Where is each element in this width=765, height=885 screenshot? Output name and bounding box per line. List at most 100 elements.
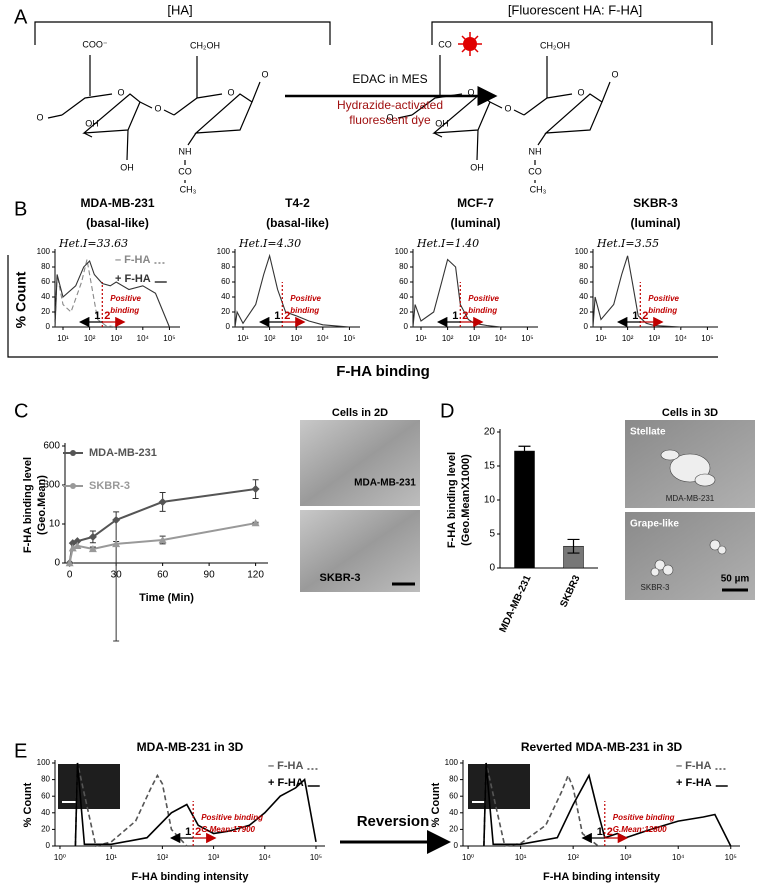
y-tick-label: 80 bbox=[41, 775, 50, 784]
x-tick-label: 10⁰ bbox=[462, 853, 474, 862]
y-tick-label: 60 bbox=[221, 277, 230, 286]
y-tick-label: 20 bbox=[484, 427, 496, 438]
x-tick-label: 10¹ bbox=[105, 853, 117, 862]
x-tick-label: 10³ bbox=[208, 853, 220, 862]
y-tick-label: 60 bbox=[41, 791, 50, 800]
panel-label: B bbox=[14, 198, 27, 220]
chart-subtitle: (luminal) bbox=[631, 216, 681, 230]
data-point bbox=[73, 537, 82, 546]
x-tick-label: 10⁴ bbox=[672, 853, 685, 862]
x-tick-label: 10⁵ bbox=[521, 334, 533, 343]
y-tick-label: 100 bbox=[445, 758, 459, 767]
atom-label: CH₃ bbox=[180, 184, 197, 194]
series-line bbox=[54, 259, 117, 328]
y-tick-label: 20 bbox=[449, 825, 458, 834]
y-tick-label: 20 bbox=[221, 307, 230, 316]
reaction-scheme bbox=[34, 21, 713, 183]
binding-label: binding bbox=[648, 306, 677, 315]
axis-label: F-HA binding bbox=[336, 363, 430, 380]
x-tick-label: 10² bbox=[622, 334, 634, 343]
y-tick-label: 0 bbox=[54, 558, 60, 569]
atom-label: CH₂OH bbox=[540, 40, 570, 50]
y-tick-label: 15 bbox=[484, 461, 496, 472]
y-tick-label: 600 bbox=[43, 441, 60, 452]
het-index: Het.I=3.55 bbox=[596, 237, 659, 250]
y-tick-label: 40 bbox=[41, 808, 50, 817]
atom-label: CH₂OH bbox=[190, 40, 220, 50]
chart-title: SKBR-3 bbox=[633, 196, 678, 210]
micrograph bbox=[300, 510, 420, 592]
error-bar bbox=[113, 511, 120, 642]
image-caption: Stellate bbox=[630, 427, 666, 438]
x-tick-label: 10⁵ bbox=[343, 334, 355, 343]
y-tick-label: 40 bbox=[449, 808, 458, 817]
series-line bbox=[483, 762, 732, 847]
atom-label: NH bbox=[179, 146, 192, 156]
gate-label: 2 bbox=[462, 310, 468, 322]
data-point bbox=[251, 485, 260, 494]
gate-label: 1 bbox=[632, 310, 638, 322]
y-tick-label: 40 bbox=[41, 292, 50, 301]
error-bar bbox=[567, 538, 580, 554]
gate-label: 2 bbox=[104, 310, 110, 322]
ha-structure bbox=[47, 55, 261, 183]
x-tick-label: 10⁴ bbox=[259, 853, 272, 862]
panel-label: C bbox=[14, 400, 28, 422]
atom-label: O bbox=[504, 103, 511, 113]
x-tick-label: 10² bbox=[157, 853, 169, 862]
y-tick-label: 0 bbox=[46, 322, 51, 331]
diagram-title: [HA] bbox=[167, 2, 192, 17]
x-tick-label: 10⁴ bbox=[495, 334, 508, 343]
x-tick-label: 10⁴ bbox=[675, 334, 688, 343]
dye-label: Hydrazide-activated bbox=[337, 98, 443, 112]
chart-title: MDA-MB-231 in 3D bbox=[137, 740, 244, 754]
y-tick-label: 60 bbox=[579, 277, 588, 286]
chart-subtitle: (basal-like) bbox=[266, 216, 329, 230]
legend-label: SKBR-3 bbox=[89, 480, 130, 492]
binding-label: Positive bbox=[648, 294, 679, 303]
bar bbox=[514, 450, 535, 569]
gate-label: 1 bbox=[597, 826, 603, 838]
binding-label: binding bbox=[110, 306, 139, 315]
x-tick-label: 10¹ bbox=[415, 334, 427, 343]
x-tick-label: 0 bbox=[67, 570, 73, 581]
image-caption: Cells in 2D bbox=[332, 407, 388, 419]
y-tick-label: 60 bbox=[41, 277, 50, 286]
y-tick-label: 100 bbox=[217, 247, 231, 256]
binding-label: Positive binding bbox=[613, 813, 675, 822]
image-caption: SKBR-3 bbox=[641, 583, 670, 592]
binding-label: Positive bbox=[110, 294, 141, 303]
panel-label: E bbox=[14, 740, 27, 762]
y-tick-label: 80 bbox=[579, 262, 588, 271]
image-caption: SKBR-3 bbox=[320, 572, 361, 584]
series-line bbox=[592, 255, 681, 328]
y-tick-label: 100 bbox=[575, 247, 589, 256]
panel-label: A bbox=[14, 6, 28, 28]
atom-label: COO⁻ bbox=[82, 39, 108, 49]
bracket bbox=[34, 21, 331, 45]
series-line bbox=[234, 253, 350, 328]
binding-label: binding bbox=[290, 306, 319, 315]
legend-label: – F-HA bbox=[268, 760, 304, 772]
atom-label: CH₃ bbox=[530, 184, 547, 194]
chart-title: T4-2 bbox=[285, 196, 310, 210]
x-tick-label: 10³ bbox=[110, 334, 122, 343]
atom-label: OH bbox=[435, 118, 449, 128]
series-line bbox=[74, 762, 188, 847]
legend-label: + F-HA bbox=[115, 273, 151, 285]
atom-label: O bbox=[611, 69, 618, 79]
image-caption: MDA-MB-231 bbox=[666, 494, 715, 503]
x-tick-label: 120 bbox=[247, 570, 264, 581]
x-tick-label: 60 bbox=[157, 570, 169, 581]
series-line bbox=[483, 762, 599, 847]
x-tick-label: 10² bbox=[264, 334, 276, 343]
image-caption: Cells in 3D bbox=[662, 407, 718, 419]
gate-label: 1 bbox=[274, 310, 280, 322]
gate-label: 2 bbox=[284, 310, 290, 322]
gate-label: 2 bbox=[607, 826, 613, 838]
y-tick-label: 0 bbox=[46, 841, 51, 850]
y-axis-label: % Count bbox=[430, 782, 442, 827]
y-tick-label: 0 bbox=[454, 841, 459, 850]
het-index: Het.I=33.63 bbox=[58, 237, 128, 250]
